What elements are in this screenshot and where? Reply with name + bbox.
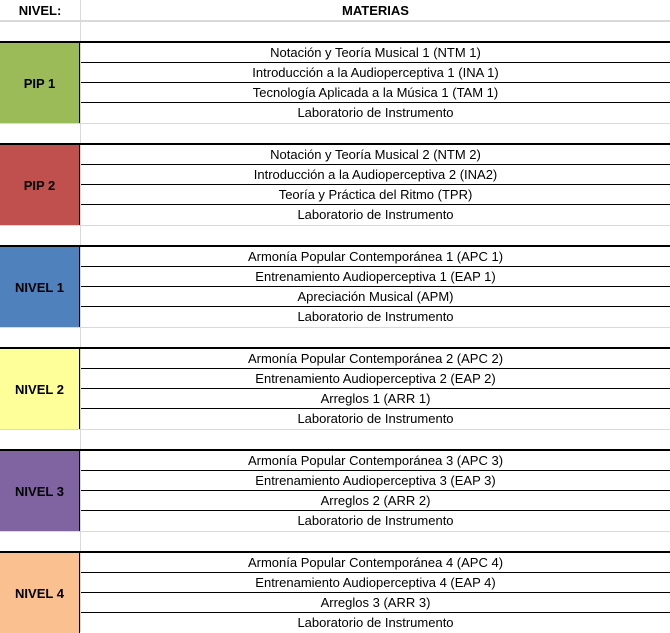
spacer-gridline <box>0 225 670 226</box>
row-border <box>81 184 670 185</box>
subject-cell[interactable]: Laboratorio de Instrumento <box>297 207 454 222</box>
subject-cell[interactable]: Entrenamiento Audioperceptiva 4 (EAP 4) <box>255 575 496 590</box>
subject-cell[interactable]: Armonía Popular Contemporánea 3 (APC 3) <box>247 453 504 468</box>
row-border <box>81 510 670 511</box>
column-divider <box>80 0 81 632</box>
subject-cell[interactable]: Armonía Popular Contemporánea 2 (APC 2) <box>247 351 504 366</box>
row-border <box>81 408 670 409</box>
group-border <box>0 347 670 349</box>
row-border <box>81 306 670 307</box>
row-border <box>81 368 670 369</box>
subject-cell[interactable]: Armonía Popular Contemporánea 1 (APC 1) <box>247 249 504 264</box>
header-nivel[interactable]: NIVEL: <box>18 3 62 18</box>
level-group: NIVEL 4 Armonía Popular Contemporánea 4 (… <box>0 551 670 633</box>
row-border <box>81 204 670 205</box>
level-cell[interactable]: NIVEL 1 <box>0 247 80 327</box>
subject-cell[interactable]: Entrenamiento Audioperceptiva 3 (EAP 3) <box>255 473 496 488</box>
row-border <box>81 612 670 613</box>
level-group: NIVEL 1 Armonía Popular Contemporánea 1 (… <box>0 245 670 327</box>
row-border <box>81 266 670 267</box>
spacer-gridline <box>0 429 670 430</box>
subject-cell[interactable]: Tecnología Aplicada a la Música 1 (TAM 1… <box>252 85 499 100</box>
subject-cell[interactable]: Introducción a la Audioperceptiva 1 (INA… <box>252 65 499 80</box>
row-border <box>81 62 670 63</box>
group-border <box>0 245 670 247</box>
level-cell[interactable]: NIVEL 3 <box>0 451 80 531</box>
subject-cell[interactable]: Laboratorio de Instrumento <box>297 411 454 426</box>
level-group: NIVEL 2 Armonía Popular Contemporánea 2 (… <box>0 347 670 429</box>
level-cell[interactable]: NIVEL 4 <box>0 553 80 633</box>
subject-cell[interactable]: Laboratorio de Instrumento <box>297 309 454 324</box>
subject-cell[interactable]: Arreglos 1 (ARR 1) <box>320 391 431 406</box>
row-border <box>81 592 670 593</box>
subject-cell[interactable]: Notación y Teoría Musical 2 (NTM 2) <box>270 147 481 162</box>
subject-cell[interactable]: Laboratorio de Instrumento <box>297 105 454 120</box>
subject-cell[interactable]: Introducción a la Audioperceptiva 2 (INA… <box>253 167 498 182</box>
group-border <box>0 449 670 451</box>
header-materias[interactable]: MATERIAS <box>342 3 409 18</box>
header-row: NIVEL: MATERIAS <box>0 0 670 21</box>
subject-cell[interactable]: Laboratorio de Instrumento <box>297 615 454 630</box>
row-border <box>81 572 670 573</box>
subject-cell[interactable]: Entrenamiento Audioperceptiva 2 (EAP 2) <box>255 371 496 386</box>
spacer-gridline <box>0 531 670 532</box>
level-group: PIP 1 Notación y Teoría Musical 1 (NTM 1)… <box>0 41 670 123</box>
level-cell[interactable]: NIVEL 2 <box>0 349 80 429</box>
level-cell[interactable]: PIP 2 <box>0 145 80 225</box>
group-border <box>0 551 670 553</box>
subject-cell[interactable]: Apreciación Musical (APM) <box>297 289 454 304</box>
group-border <box>0 143 670 145</box>
row-border <box>81 102 670 103</box>
level-group: NIVEL 3 Armonía Popular Contemporánea 3 (… <box>0 449 670 531</box>
level-cell[interactable]: PIP 1 <box>0 43 80 123</box>
subject-cell[interactable]: Arreglos 3 (ARR 3) <box>320 595 431 610</box>
spacer-gridline <box>0 21 670 22</box>
row-border <box>81 286 670 287</box>
spacer-gridline <box>0 123 670 124</box>
row-border <box>81 470 670 471</box>
subject-cell[interactable]: Armonía Popular Contemporánea 4 (APC 4) <box>247 555 504 570</box>
level-group: PIP 2 Notación y Teoría Musical 2 (NTM 2)… <box>0 143 670 225</box>
subject-cell[interactable]: Entrenamiento Audioperceptiva 1 (EAP 1) <box>255 269 496 284</box>
subject-cell[interactable]: Teoría y Práctica del Ritmo (TPR) <box>278 187 473 202</box>
subject-cell[interactable]: Laboratorio de Instrumento <box>297 513 454 528</box>
row-border <box>81 164 670 165</box>
row-border <box>81 490 670 491</box>
subject-cell[interactable]: Notación y Teoría Musical 1 (NTM 1) <box>270 45 481 60</box>
group-border <box>0 41 670 43</box>
subject-cell[interactable]: Arreglos 2 (ARR 2) <box>320 493 431 508</box>
row-border <box>81 388 670 389</box>
spacer-gridline <box>0 327 670 328</box>
row-border <box>81 82 670 83</box>
